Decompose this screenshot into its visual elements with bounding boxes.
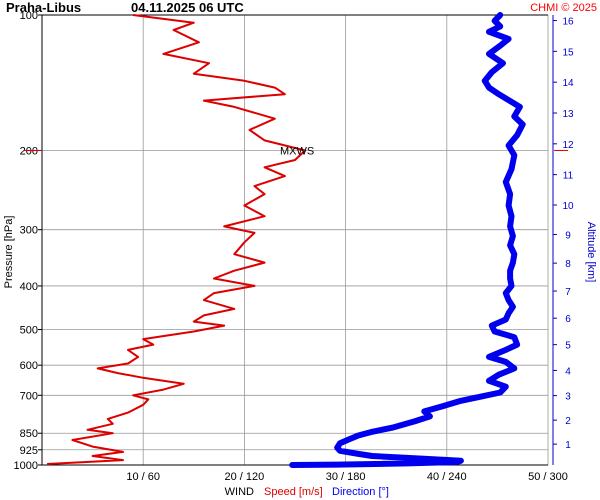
altitude-tick-label: 6 <box>565 314 571 325</box>
series-layer <box>47 12 526 468</box>
datetime-title: 04.11.2025 06 UTC <box>131 0 244 15</box>
pressure-tick-label: 600 <box>20 360 38 372</box>
pressure-tick-label: 400 <box>20 281 38 293</box>
wind-tick-label: 10 / 60 <box>126 471 160 483</box>
pressure-tick-label: 925 <box>20 445 38 457</box>
altitude-tick-label: 8 <box>565 259 571 270</box>
wind-tick-label: 30 / 180 <box>326 471 366 483</box>
y-axis-label-pressure: Pressure [hPa] <box>3 216 15 289</box>
altitude-tick-label: 16 <box>562 17 574 28</box>
pressure-tick-label: 300 <box>20 225 38 237</box>
altitude-tick-label: 12 <box>562 140 574 151</box>
pressure-tick-label: 200 <box>20 145 38 157</box>
altitude-tick-label: 2 <box>565 416 571 427</box>
pressure-tick-label: 500 <box>20 325 38 337</box>
station-title: Praha-Libus <box>6 0 81 15</box>
altitude-tick-label: 4 <box>565 366 571 377</box>
credit-label: CHMI © 2025 <box>530 2 597 14</box>
x-axis-label-wind: WIND <box>225 486 254 498</box>
altitude-tick-label: 9 <box>565 230 571 241</box>
direction-series-line <box>289 12 526 468</box>
altitude-tick-label: 15 <box>562 47 574 58</box>
pressure-tick-label: 850 <box>20 428 38 440</box>
altitude-tick-label: 1 <box>565 440 571 451</box>
pressure-tick-label: 700 <box>20 390 38 402</box>
altitude-tick-label: 10 <box>562 201 574 212</box>
pressure-tick-label: 1000 <box>14 460 38 472</box>
altitude-tick-label: 13 <box>562 109 574 120</box>
y-axis-label-altitude: Altitude [km] <box>585 222 597 283</box>
pressure-tick-label: 100 <box>20 10 38 22</box>
grid-layer <box>42 14 549 466</box>
altitude-tick-label: 5 <box>565 341 571 352</box>
altitude-tick-label: 14 <box>562 78 574 89</box>
altitude-tick-label: 7 <box>565 287 571 298</box>
altitude-tick-label: 3 <box>565 392 571 403</box>
x-axis-label-speed: Speed [m/s] <box>264 486 323 498</box>
wind-tick-label: 40 / 240 <box>427 471 467 483</box>
speed-series-line <box>47 14 307 465</box>
wind-tick-label: 20 / 120 <box>225 471 265 483</box>
annotation-layer: MXWS <box>24 145 568 157</box>
x-axis-label-direction: Direction [°] <box>332 486 389 498</box>
wind-tick-label: 50 / 300 <box>528 471 568 483</box>
altitude-tick-label: 11 <box>563 171 574 182</box>
mxws-annotation: MXWS <box>280 145 314 157</box>
